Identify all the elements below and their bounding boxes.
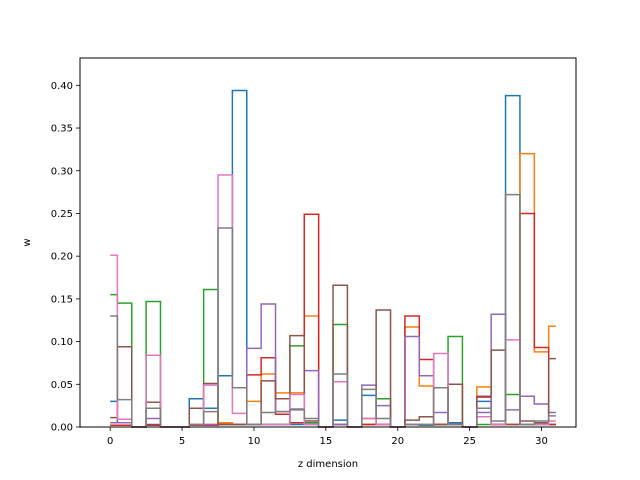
y-tick-label: 0.30 [51,166,73,177]
x-tick-label: 5 [179,436,185,447]
plot-frame [79,57,577,428]
x-tick-label: 10 [248,436,261,447]
y-tick-label: 0.40 [51,81,73,92]
x-tick-label: 0 [107,436,113,447]
x-tick-label: 20 [391,436,404,447]
x-tick-label: 25 [463,436,476,447]
y-tick-label: 0.35 [51,124,73,135]
x-axis-label: z dimension [298,459,358,470]
y-tick-label: 0.00 [51,423,73,434]
y-tick-label: 0.05 [51,380,73,391]
y-axis: 0.00 0.05 0.10 0.15 0.20 0.25 0.30 0.35 0.40 [51,81,80,434]
y-tick-label: 0.15 [51,294,73,305]
y-tick-label: 0.25 [51,209,73,220]
y-tick-label: 0.20 [51,252,73,263]
y-tick-label: 0.10 [51,337,73,348]
series-layer [110,89,556,428]
x-tick-label: 30 [535,436,548,447]
x-axis: 0 5 10 15 20 25 30 [107,427,548,447]
y-axis-label: w [22,238,33,246]
x-tick-label: 15 [319,436,332,447]
